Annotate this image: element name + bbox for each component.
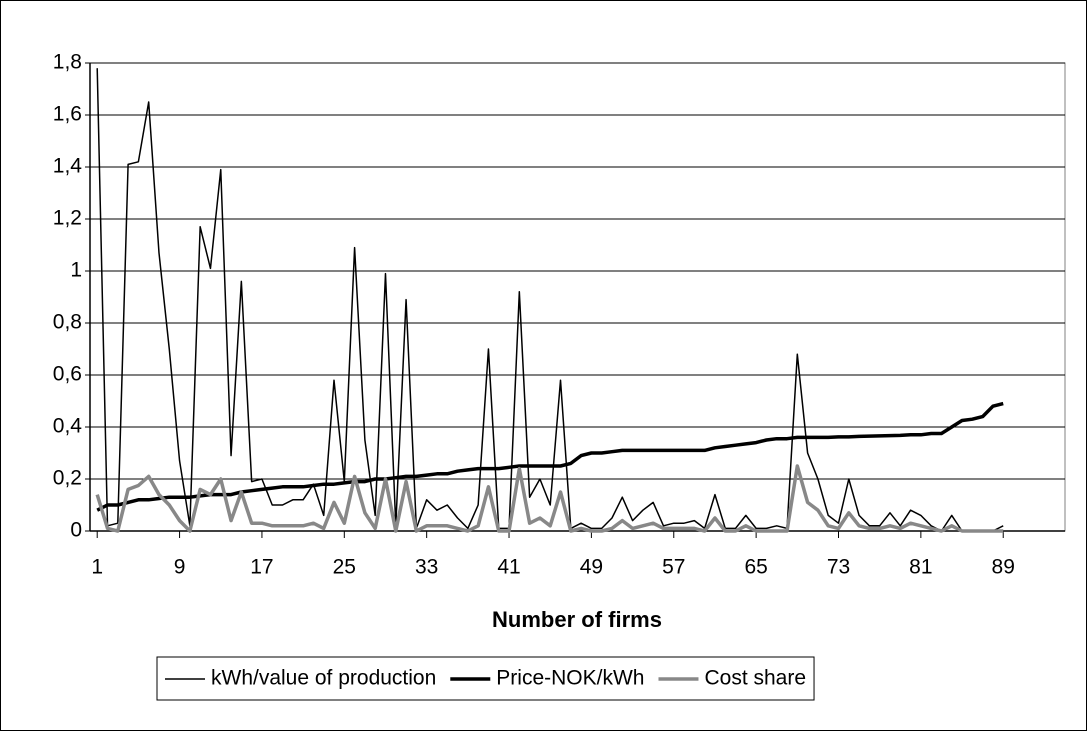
series-line	[96, 68, 1004, 532]
x-tick-label: 33	[415, 556, 438, 579]
x-tick-label: 65	[744, 556, 767, 579]
x-tick-label: 89	[992, 556, 1015, 579]
y-tick-label: 1,2	[53, 207, 82, 230]
y-tick-label: 1,6	[53, 103, 82, 126]
legend-label: Price-NOK/kWh	[496, 667, 644, 690]
x-tick-label: 17	[250, 556, 273, 579]
x-tick-label: 41	[497, 556, 520, 579]
x-tick-label: 25	[333, 556, 356, 579]
y-tick-label: 1,4	[53, 155, 83, 178]
x-tick-label: 73	[827, 556, 850, 579]
legend-label: kWh/value of production	[211, 667, 436, 690]
y-tick-label: 1	[70, 259, 82, 282]
plot-area	[89, 62, 1066, 532]
x-tick-label: 1	[91, 556, 103, 579]
y-tick-label: 1,8	[53, 51, 82, 74]
x-tick-label: 57	[662, 556, 685, 579]
x-tick-label: 49	[580, 556, 603, 579]
series-line	[95, 464, 1004, 533]
y-tick-label: 0,4	[53, 415, 83, 438]
legend-label: Cost share	[704, 667, 806, 690]
y-tick-label: 0,6	[53, 363, 82, 386]
series-line	[96, 401, 1004, 512]
x-axis-title: Number of firms	[492, 607, 662, 632]
x-tick-label: 9	[174, 556, 186, 579]
x-tick-label: 81	[909, 556, 932, 579]
y-tick-label: 0,8	[53, 311, 82, 334]
y-tick-label: 0	[70, 519, 82, 542]
y-tick-label: 0,2	[53, 467, 82, 490]
